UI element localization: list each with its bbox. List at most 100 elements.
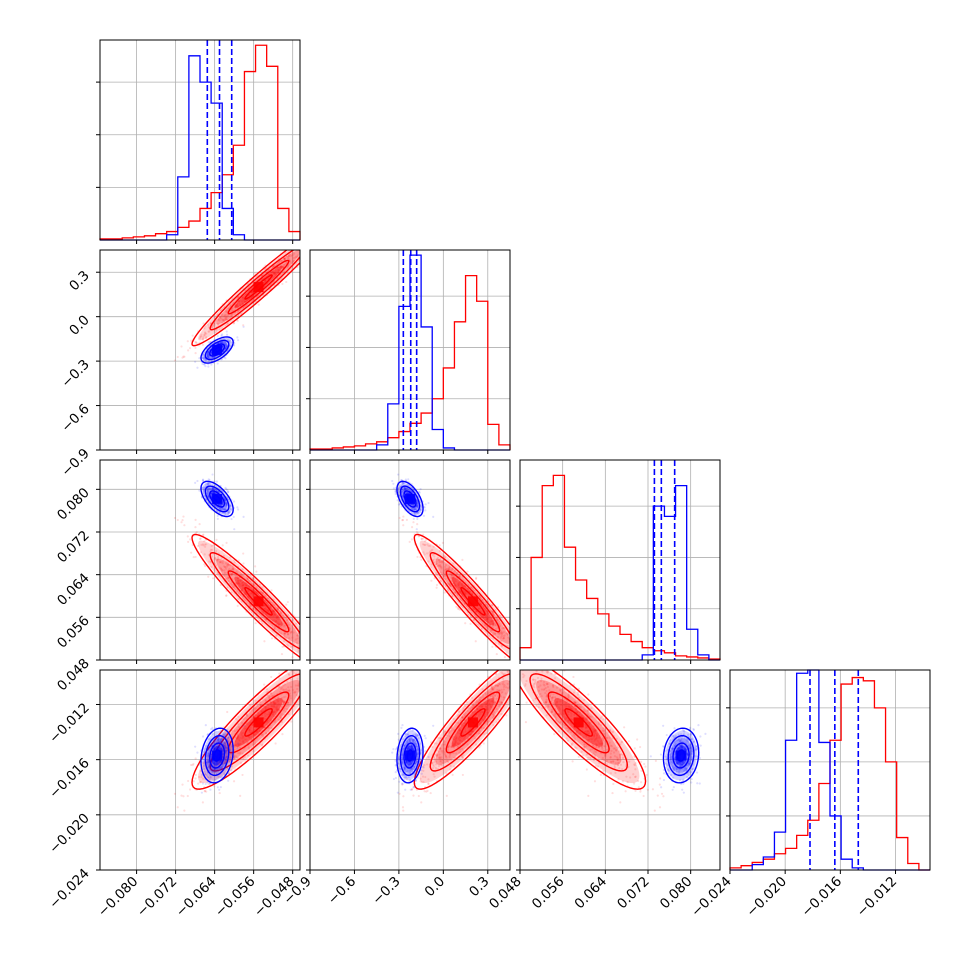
sample-point-red-2-0-47 <box>312 656 314 658</box>
sample-point-red-2-1-544 <box>492 612 495 615</box>
sample-point-red-2-1-350 <box>459 591 462 594</box>
sample-point-red-2-1-61 <box>433 558 436 561</box>
sample-point-red-2-1-619 <box>498 624 502 627</box>
sample-point-red-2-1-327 <box>416 555 419 559</box>
sample-point-red-2-1-677 <box>485 614 488 617</box>
sample-point-red-2-0-428 <box>290 645 293 648</box>
sample-point-blue-2-0-124 <box>224 486 227 490</box>
sample-point-red-2-0-251 <box>282 622 285 625</box>
sample-point-blue-1-0-340 <box>203 363 206 366</box>
sample-point-red-1-0-420 <box>294 256 297 259</box>
sample-point-red-1-0-547 <box>287 265 290 268</box>
sample-point-blue-1-0-106 <box>224 341 227 344</box>
sample-point-red-2-0-362 <box>279 632 283 635</box>
sample-point-blue-2-1-248 <box>392 482 395 485</box>
sample-point-red-2-1-71 <box>480 610 483 613</box>
sample-point-red-3-0-130 <box>289 697 293 700</box>
sample-point-blue-2-1-471 <box>424 503 427 506</box>
sample-point-blue-2-0-358 <box>212 491 215 494</box>
sample-point-red-2-1-554 <box>426 552 429 555</box>
sample-point-red-2-0-607 <box>249 593 252 596</box>
sample-point-red-2-0-356 <box>225 567 228 570</box>
sample-point-red-2-0-141 <box>236 576 239 579</box>
sample-point-red-2-0-183 <box>260 610 264 613</box>
sample-point-red-2-0-145 <box>276 623 279 626</box>
sample-point-red-2-1-396 <box>502 626 505 630</box>
sample-point-red-2-0-613 <box>307 635 309 637</box>
sample-point-red-1-0-396 <box>287 255 290 258</box>
sample-point-blue-1-0-343 <box>236 336 239 339</box>
sample-point-blue-2-0-139 <box>230 504 233 508</box>
sample-point-red-2-1-680 <box>524 653 526 655</box>
sample-point-red-2-0-492 <box>301 636 303 638</box>
sample-point-red-1-0-188 <box>240 300 244 304</box>
sample-point-red-2-1-82 <box>450 593 453 596</box>
sample-point-red-2-0-562 <box>294 638 297 641</box>
sample-point-red-2-0-380 <box>229 583 232 586</box>
sample-point-red-2-0-3 <box>215 549 218 553</box>
sample-point-red-1-0-359 <box>273 271 276 275</box>
sample-point-blue-2-0-431 <box>219 504 222 507</box>
sample-point-red-2-0-280 <box>220 561 223 564</box>
sample-point-red-2-0-507 <box>240 588 243 591</box>
sample-point-red-1-0-226 <box>226 323 229 326</box>
sample-point-red-2-1-319 <box>466 570 469 573</box>
sample-point-red-2-0-452 <box>209 550 212 553</box>
sample-point-red-3-0-689 <box>263 683 266 686</box>
sample-point-red-2-1-566 <box>516 651 518 653</box>
sample-point-red-1-0-597 <box>272 271 275 274</box>
sample-point-red-1-0-478 <box>325 230 327 232</box>
sample-point-blue-2-1-87 <box>416 517 419 521</box>
sample-point-red-2-0-54 <box>235 590 238 593</box>
sample-point-blue-1-0-300 <box>210 363 213 366</box>
sample-point-red-1-0-283 <box>194 352 197 355</box>
sample-point-red-3-0-342 <box>296 684 299 687</box>
sample-point-blue-2-0-156 <box>194 481 197 485</box>
sample-point-red-2-1-192 <box>447 568 450 571</box>
sample-point-red-2-1-457 <box>420 537 423 540</box>
sample-point-red-2-0-426 <box>265 609 268 612</box>
sample-point-red-2-0-513 <box>277 624 280 627</box>
sample-point-red-2-0-375 <box>227 563 230 566</box>
sample-point-red-2-1-114 <box>497 632 500 635</box>
sample-point-red-2-1-602 <box>455 584 458 588</box>
sample-point-red-2-0-135 <box>305 641 307 643</box>
sample-point-red-2-0-180 <box>283 631 287 634</box>
sample-point-red-2-1-119 <box>512 645 514 647</box>
sample-point-red-1-0-234 <box>237 309 240 313</box>
sample-point-red-2-0-434 <box>270 589 273 592</box>
sample-point-red-1-0-146 <box>235 305 238 308</box>
sample-point-red-2-1-596 <box>462 584 465 587</box>
sample-point-red-1-0-566 <box>306 242 308 244</box>
sample-point-red-2-0-454 <box>271 619 274 622</box>
sample-point-red-2-0-105 <box>292 631 295 634</box>
sample-point-red-3-0-355 <box>234 740 237 743</box>
sample-point-red-1-0-642 <box>242 306 245 309</box>
sample-point-blue-2-1-288 <box>413 508 416 511</box>
sample-point-red-2-0-489 <box>254 622 257 625</box>
sample-point-red-2-1-671 <box>452 562 455 565</box>
sample-point-red-3-0-88 <box>271 694 274 698</box>
sample-point-red-2-0-75 <box>275 633 278 637</box>
sample-point-red-2-0-210 <box>232 586 235 589</box>
sample-point-red-1-0-237 <box>242 300 245 303</box>
sample-point-red-2-1-542 <box>445 568 448 571</box>
sample-point-red-2-0-566 <box>306 651 308 653</box>
sample-point-red-3-0-248 <box>237 725 240 728</box>
sample-point-blue-2-0-125 <box>228 510 231 513</box>
sample-point-red-2-1-582 <box>415 531 418 534</box>
sample-point-blue-2-1-312 <box>403 489 406 492</box>
sample-point-red-3-0-292 <box>237 735 240 738</box>
contour-red-1-0-3 <box>244 274 273 300</box>
sample-point-blue-2-0-82 <box>206 494 210 497</box>
sample-point-red-1-0-523 <box>286 255 289 258</box>
sample-point-red-2-0-239 <box>280 625 283 628</box>
sample-point-red-1-0-526 <box>208 330 211 333</box>
sample-point-red-2-0-520 <box>278 623 281 627</box>
sample-point-red-2-1-534 <box>439 557 442 561</box>
sample-point-red-2-1-441 <box>422 537 425 540</box>
sample-point-red-2-0-278 <box>317 648 319 650</box>
sample-point-red-2-0-588 <box>221 560 224 563</box>
sample-point-red-3-0-326 <box>290 720 293 723</box>
sample-point-red-2-0-57 <box>221 544 224 547</box>
